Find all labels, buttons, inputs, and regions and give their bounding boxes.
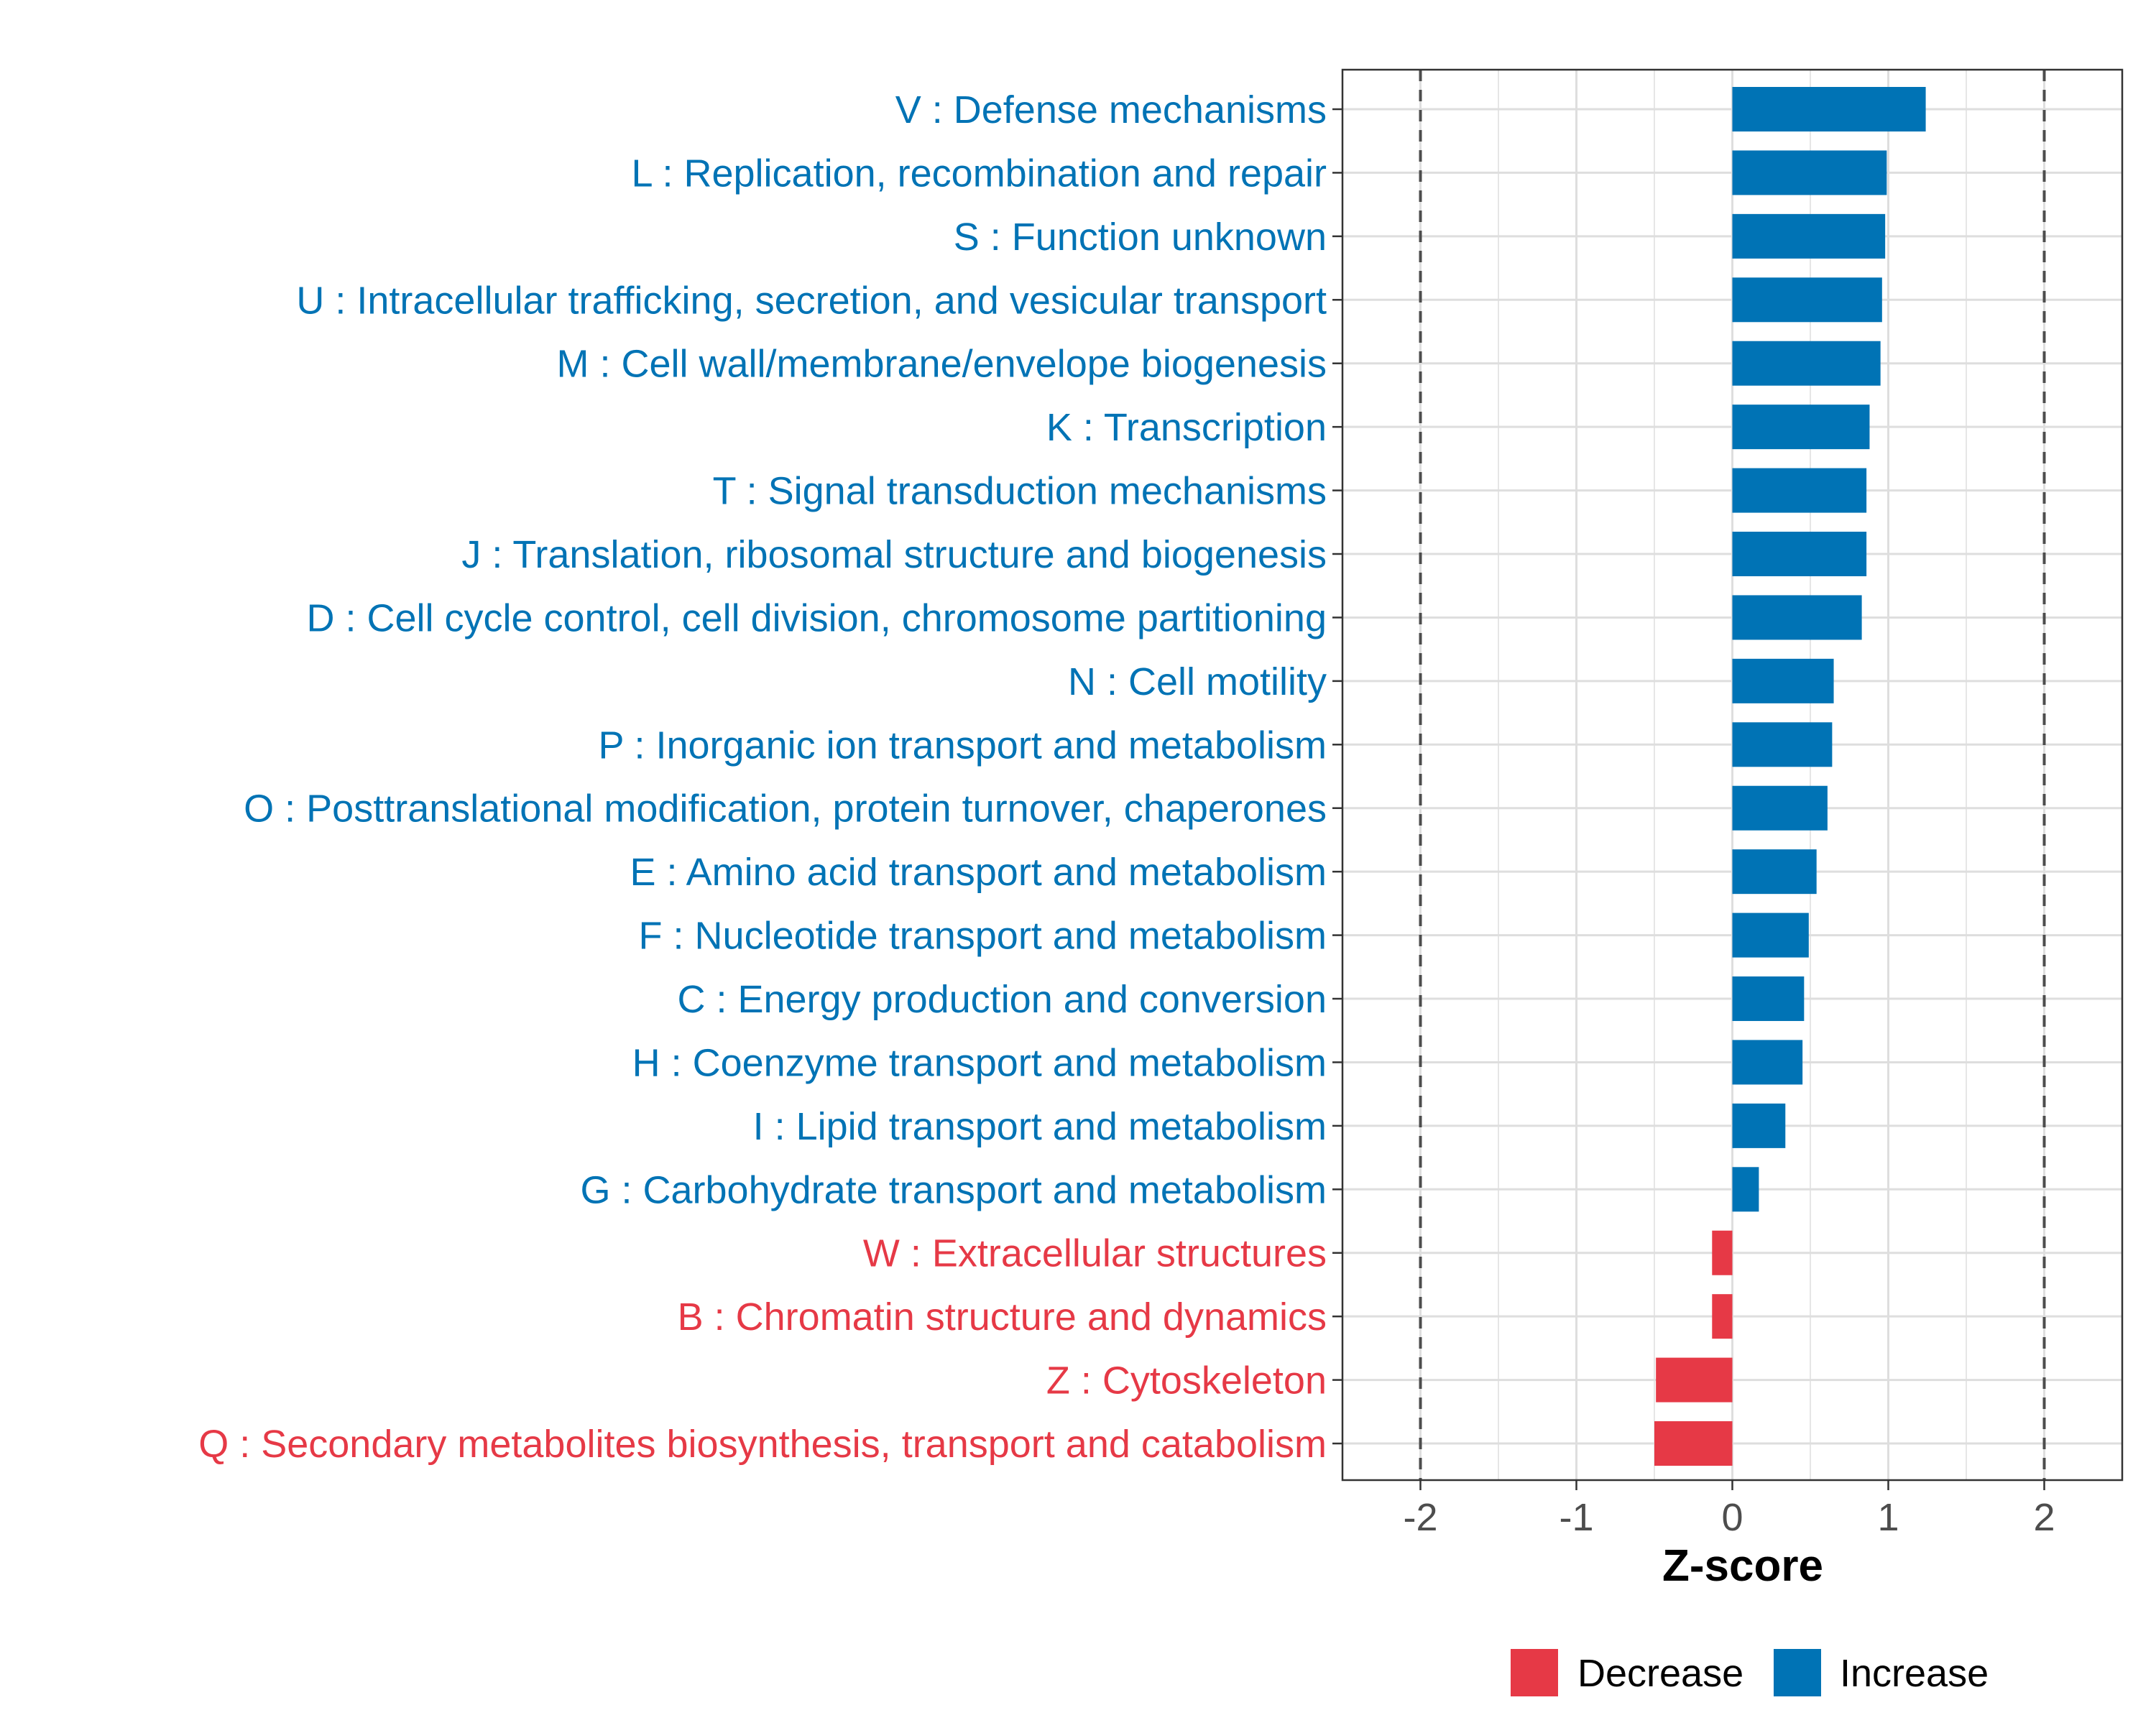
x-tick-label: -2 — [1403, 1496, 1437, 1539]
reference-lines — [1419, 70, 2046, 1480]
bar — [1732, 468, 1867, 513]
category-label: O : Posttranslational modification, prot… — [244, 787, 1327, 831]
bar — [1712, 1294, 1733, 1339]
category-label: D : Cell cycle control, cell division, c… — [306, 596, 1327, 639]
category-label: U : Intracellular trafficking, secretion… — [296, 279, 1327, 322]
bar — [1732, 912, 1809, 958]
category-label: B : Chromatin structure and dynamics — [678, 1295, 1327, 1339]
bar — [1712, 1230, 1733, 1275]
category-label: K : Transcription — [1046, 406, 1327, 449]
bar — [1732, 277, 1882, 323]
category-label: V : Defense mechanisms — [895, 88, 1327, 131]
bar — [1732, 405, 1870, 450]
x-tick-label: -1 — [1559, 1496, 1593, 1539]
category-label: P : Inorganic ion transport and metaboli… — [598, 724, 1327, 767]
category-label: C : Energy production and conversion — [677, 978, 1327, 1021]
x-axis-ticks: -2 -1 0 1 2 — [1403, 1480, 2055, 1539]
bar — [1732, 1103, 1786, 1148]
bar — [1732, 150, 1887, 195]
category-label: T : Signal transduction mechanisms — [713, 470, 1327, 513]
x-tick-label: 0 — [1721, 1496, 1743, 1539]
category-label: E : Amino acid transport and metabolism — [630, 851, 1327, 894]
bar — [1732, 213, 1886, 259]
bar — [1732, 87, 1926, 131]
bar — [1732, 785, 1828, 831]
bars — [1654, 87, 1926, 1466]
legend: Decrease Increase — [1511, 1649, 1989, 1696]
bar — [1732, 532, 1867, 577]
category-label: S : Function unknown — [954, 216, 1327, 259]
category-label: Z : Cytoskeleton — [1046, 1359, 1327, 1403]
category-label: F : Nucleotide transport and metabolism — [639, 915, 1327, 958]
bar — [1732, 341, 1881, 386]
bar — [1656, 1357, 1733, 1403]
bar — [1732, 976, 1805, 1022]
y-axis-ticks: V : Defense mechanisms L : Replication, r… — [198, 88, 1342, 1466]
legend-key — [1511, 1649, 1558, 1696]
category-label: N : Cell motility — [1068, 660, 1327, 703]
category-label: M : Cell wall/membrane/envelope biogenes… — [556, 343, 1327, 386]
category-label: H : Coenzyme transport and metabolism — [632, 1041, 1327, 1084]
bar — [1732, 849, 1817, 895]
bar — [1732, 722, 1833, 767]
legend-label: Increase — [1840, 1652, 1989, 1695]
category-label: J : Translation, ribosomal structure and… — [461, 533, 1327, 576]
bar — [1654, 1421, 1733, 1466]
x-tick-label: 2 — [2033, 1496, 2055, 1539]
category-label: I : Lipid transport and metabolism — [753, 1105, 1327, 1148]
x-tick-label: 1 — [1877, 1496, 1899, 1539]
legend-key — [1774, 1649, 1821, 1696]
bar — [1732, 1167, 1759, 1212]
category-label: Q : Secondary metabolites biosynthesis, … — [198, 1423, 1327, 1466]
x-axis-title: Z-score — [1662, 1541, 1823, 1591]
bar — [1732, 658, 1834, 703]
category-label: L : Replication, recombination and repai… — [631, 152, 1327, 195]
category-label: G : Carbohydrate transport and metabolis… — [581, 1168, 1327, 1211]
legend-label: Decrease — [1577, 1652, 1743, 1695]
bar — [1732, 595, 1862, 640]
category-label: W : Extracellular structures — [863, 1232, 1327, 1275]
bar — [1732, 1040, 1803, 1085]
